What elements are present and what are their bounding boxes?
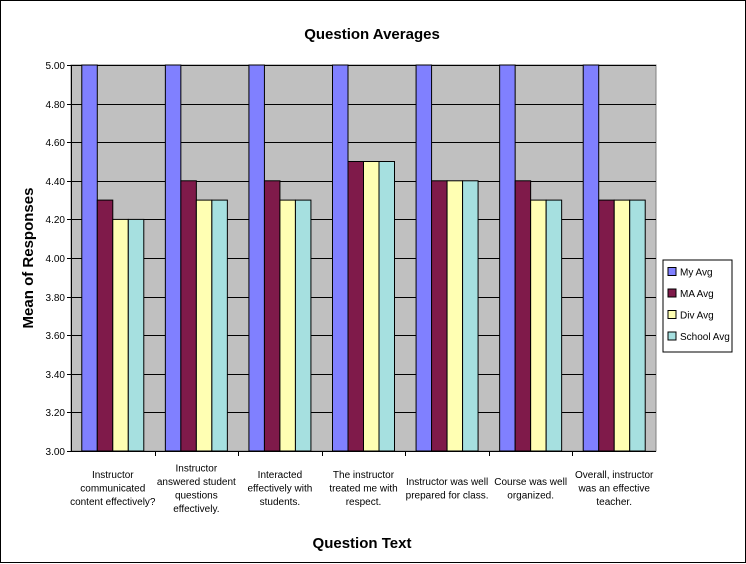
legend: My Avg MA Avg Div Avg School Avg [662, 259, 733, 353]
x-category-label: Interacted effectively with students. [248, 470, 313, 508]
x-axis-title: Question Text [313, 535, 412, 552]
legend-label: My Avg [680, 268, 713, 279]
legend-label: MA Avg [680, 289, 714, 300]
bar [347, 161, 364, 452]
chart-title: Question Averages [304, 26, 440, 43]
bar [514, 180, 532, 452]
bar [180, 180, 197, 452]
y-tick-label: 3.60 [46, 331, 66, 342]
x-category-label: Overall, instructor was an effective teach… [575, 470, 654, 508]
y-tick-label: 4.80 [46, 100, 66, 111]
bar [431, 180, 448, 452]
bar [415, 64, 433, 452]
bar [279, 199, 296, 452]
bar [499, 64, 516, 452]
bar [613, 199, 631, 452]
bar [446, 180, 464, 452]
bar [530, 199, 547, 452]
bar [462, 180, 479, 452]
x-category-label: The instructor treated me with respect. [329, 470, 397, 508]
bar [363, 161, 380, 452]
legend-swatch [667, 310, 677, 319]
legend-swatch [667, 288, 677, 298]
bar [582, 64, 600, 452]
bar [332, 64, 349, 452]
bar [294, 199, 312, 452]
y-tick-label: 3.40 [46, 370, 66, 381]
y-tick-label: 4.40 [46, 177, 66, 188]
y-tick-label: 3.20 [46, 408, 66, 419]
legend-swatch [667, 331, 677, 341]
x-category-label: Instructor communicated content effectivel… [70, 470, 156, 508]
legend-swatch [667, 267, 677, 276]
legend-label: Div Avg [680, 311, 714, 322]
bar [195, 199, 213, 452]
y-tick-label: 4.60 [46, 138, 66, 149]
y-tick-label: 4.00 [46, 254, 66, 265]
bar [263, 180, 281, 452]
bar [211, 199, 228, 452]
bar [248, 64, 265, 452]
y-tick-label: 4.20 [46, 215, 66, 226]
y-tick-label: 3.00 [46, 447, 66, 458]
bar [598, 199, 615, 452]
legend-label: School Avg [680, 332, 730, 343]
x-category-label: Instructor answered student questions effec… [157, 463, 236, 515]
x-category-label: Course was well organized. [494, 477, 567, 502]
bar [81, 64, 98, 452]
bar [164, 64, 182, 452]
bar [112, 218, 129, 452]
y-tick-label: 5.00 [46, 61, 66, 72]
bar [378, 161, 395, 452]
bar [545, 199, 563, 452]
bar [96, 199, 114, 452]
bar [127, 218, 145, 452]
x-category-label: Instructor was well prepared for class. [406, 477, 489, 502]
y-axis-title: Mean of Responses [20, 188, 37, 329]
bar [629, 199, 646, 452]
plot-area: 3.00 3.20 3.40 3.60 3.80 4.00 4.20 4.40 4.60 4.80… [46, 61, 657, 515]
y-tick-label: 3.80 [46, 293, 66, 304]
